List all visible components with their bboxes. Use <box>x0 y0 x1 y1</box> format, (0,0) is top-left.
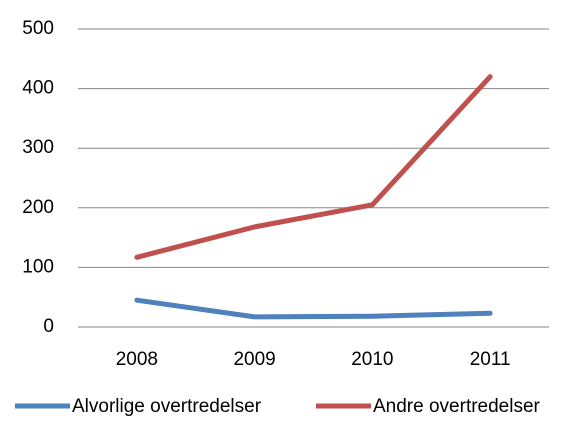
x-tick-label: 2009 <box>233 349 275 370</box>
x-tick-label: 2011 <box>470 349 511 370</box>
y-tick-label: 300 <box>22 137 54 158</box>
y-tick-label: 400 <box>22 78 54 99</box>
x-tick-label: 2010 <box>351 349 393 370</box>
x-tick-label: 2008 <box>116 349 158 370</box>
y-tick-label: 500 <box>22 18 54 39</box>
y-tick-label: 100 <box>22 256 54 277</box>
series-line <box>134 74 493 260</box>
y-tick-label: 200 <box>22 197 54 218</box>
legend-label: Alvorlige overtredelser <box>72 396 262 417</box>
y-tick-label: 0 <box>43 316 54 337</box>
series-line <box>134 297 493 320</box>
legend-label: Andre overtredelser <box>373 396 541 417</box>
